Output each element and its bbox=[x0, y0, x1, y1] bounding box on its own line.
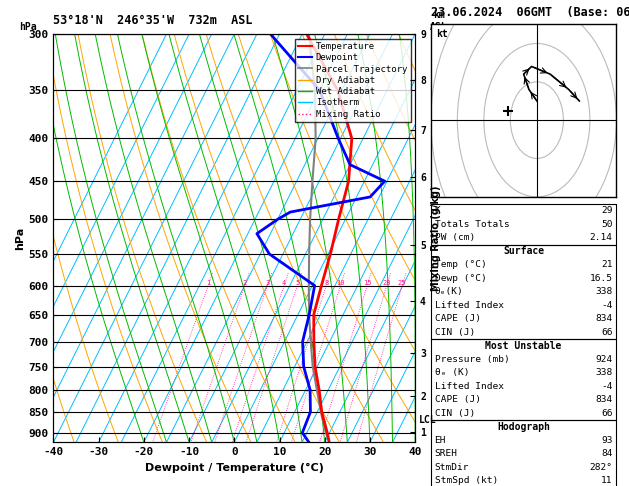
Text: 10: 10 bbox=[337, 279, 345, 286]
Text: Lifted Index: Lifted Index bbox=[435, 382, 504, 391]
Text: -4: -4 bbox=[601, 301, 613, 310]
Text: 834: 834 bbox=[596, 395, 613, 404]
X-axis label: Dewpoint / Temperature (°C): Dewpoint / Temperature (°C) bbox=[145, 463, 324, 473]
Text: -4: -4 bbox=[601, 382, 613, 391]
Text: 5: 5 bbox=[295, 279, 299, 286]
Text: 282°: 282° bbox=[590, 463, 613, 471]
Text: EH: EH bbox=[435, 435, 446, 445]
Text: θₑ (K): θₑ (K) bbox=[435, 368, 469, 377]
Text: 84: 84 bbox=[601, 449, 613, 458]
Text: Hodograph: Hodograph bbox=[497, 422, 550, 432]
Text: 11: 11 bbox=[601, 476, 613, 485]
Text: 66: 66 bbox=[601, 409, 613, 417]
Text: Most Unstable: Most Unstable bbox=[486, 341, 562, 351]
Text: SREH: SREH bbox=[435, 449, 457, 458]
Text: 338: 338 bbox=[596, 287, 613, 296]
Text: 50: 50 bbox=[601, 220, 613, 229]
Y-axis label: Mixing Ratio (g/kg): Mixing Ratio (g/kg) bbox=[431, 185, 442, 291]
Text: 338: 338 bbox=[596, 368, 613, 377]
Text: hPa: hPa bbox=[19, 22, 37, 32]
Text: CAPE (J): CAPE (J) bbox=[435, 314, 481, 323]
Text: θₑ(K): θₑ(K) bbox=[435, 287, 464, 296]
Text: 53°18'N  246°35'W  732m  ASL: 53°18'N 246°35'W 732m ASL bbox=[53, 14, 253, 27]
Text: km
ASL: km ASL bbox=[430, 10, 447, 32]
Text: 23.06.2024  06GMT  (Base: 06): 23.06.2024 06GMT (Base: 06) bbox=[431, 6, 629, 19]
Text: 834: 834 bbox=[596, 314, 613, 323]
Text: 21: 21 bbox=[601, 260, 613, 269]
Text: Dewp (°C): Dewp (°C) bbox=[435, 274, 486, 283]
Text: 29: 29 bbox=[601, 207, 613, 215]
Legend: Temperature, Dewpoint, Parcel Trajectory, Dry Adiabat, Wet Adiabat, Isotherm, Mi: Temperature, Dewpoint, Parcel Trajectory… bbox=[295, 38, 411, 122]
Text: CAPE (J): CAPE (J) bbox=[435, 395, 481, 404]
Text: 8: 8 bbox=[324, 279, 328, 286]
Text: 3: 3 bbox=[265, 279, 270, 286]
Text: StmSpd (kt): StmSpd (kt) bbox=[435, 476, 498, 485]
Text: Lifted Index: Lifted Index bbox=[435, 301, 504, 310]
Text: K: K bbox=[435, 207, 440, 215]
Text: kt: kt bbox=[437, 30, 448, 39]
Text: PW (cm): PW (cm) bbox=[435, 233, 475, 243]
Text: Temp (°C): Temp (°C) bbox=[435, 260, 486, 269]
Text: CIN (J): CIN (J) bbox=[435, 328, 475, 337]
Text: 16.5: 16.5 bbox=[590, 274, 613, 283]
Text: 20: 20 bbox=[382, 279, 391, 286]
Text: 924: 924 bbox=[596, 355, 613, 364]
Text: StmDir: StmDir bbox=[435, 463, 469, 471]
Text: 25: 25 bbox=[398, 279, 406, 286]
Text: 93: 93 bbox=[601, 435, 613, 445]
Text: 1: 1 bbox=[206, 279, 210, 286]
Text: 4: 4 bbox=[282, 279, 286, 286]
Text: Pressure (mb): Pressure (mb) bbox=[435, 355, 509, 364]
Text: 66: 66 bbox=[601, 328, 613, 337]
Text: 2.14: 2.14 bbox=[590, 233, 613, 243]
Text: CIN (J): CIN (J) bbox=[435, 409, 475, 417]
Y-axis label: hPa: hPa bbox=[16, 226, 26, 250]
Text: Surface: Surface bbox=[503, 246, 544, 256]
Text: Totals Totals: Totals Totals bbox=[435, 220, 509, 229]
Text: LCL: LCL bbox=[419, 415, 437, 425]
Text: 15: 15 bbox=[363, 279, 372, 286]
Text: 2: 2 bbox=[243, 279, 247, 286]
